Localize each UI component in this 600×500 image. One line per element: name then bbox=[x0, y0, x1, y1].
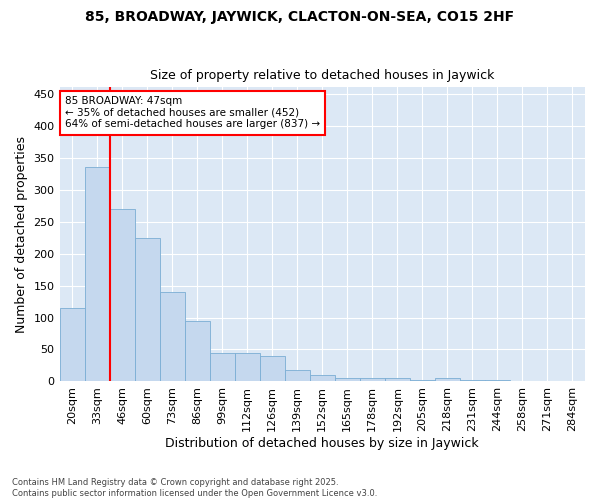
Bar bbox=[260, 356, 285, 382]
Bar bbox=[85, 168, 110, 382]
Bar bbox=[460, 380, 485, 382]
Bar bbox=[435, 378, 460, 382]
Bar bbox=[110, 209, 134, 382]
Title: Size of property relative to detached houses in Jaywick: Size of property relative to detached ho… bbox=[150, 69, 494, 82]
Text: 85 BROADWAY: 47sqm
← 35% of detached houses are smaller (452)
64% of semi-detach: 85 BROADWAY: 47sqm ← 35% of detached hou… bbox=[65, 96, 320, 130]
X-axis label: Distribution of detached houses by size in Jaywick: Distribution of detached houses by size … bbox=[166, 437, 479, 450]
Bar bbox=[360, 378, 385, 382]
Bar bbox=[335, 378, 360, 382]
Bar bbox=[59, 308, 85, 382]
Bar bbox=[485, 380, 510, 382]
Bar bbox=[134, 238, 160, 382]
Y-axis label: Number of detached properties: Number of detached properties bbox=[15, 136, 28, 333]
Bar bbox=[160, 292, 185, 382]
Bar bbox=[185, 320, 209, 382]
Bar bbox=[310, 375, 335, 382]
Text: 85, BROADWAY, JAYWICK, CLACTON-ON-SEA, CO15 2HF: 85, BROADWAY, JAYWICK, CLACTON-ON-SEA, C… bbox=[85, 10, 515, 24]
Bar bbox=[235, 352, 260, 382]
Bar bbox=[510, 381, 535, 382]
Bar bbox=[535, 381, 560, 382]
Bar bbox=[385, 378, 410, 382]
Bar bbox=[285, 370, 310, 382]
Text: Contains HM Land Registry data © Crown copyright and database right 2025.
Contai: Contains HM Land Registry data © Crown c… bbox=[12, 478, 377, 498]
Bar bbox=[410, 380, 435, 382]
Bar bbox=[209, 352, 235, 382]
